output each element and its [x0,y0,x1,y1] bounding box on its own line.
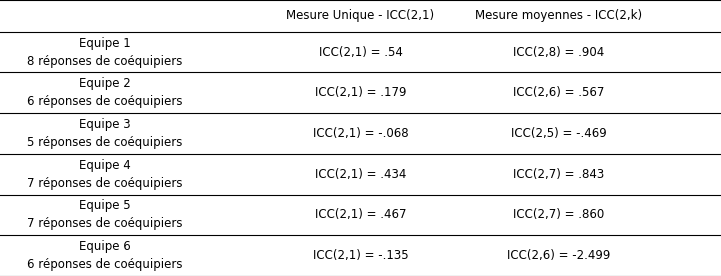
Text: 5 réponses de coéquipiers: 5 réponses de coéquipiers [27,136,182,149]
Text: ICC(2,8) = .904: ICC(2,8) = .904 [513,46,604,59]
Text: ICC(2,1) = .54: ICC(2,1) = .54 [319,46,402,59]
Text: ICC(2,1) = -.068: ICC(2,1) = -.068 [313,127,408,140]
Text: Equipe 5: Equipe 5 [79,200,131,213]
Text: ICC(2,1) = .467: ICC(2,1) = .467 [315,208,406,221]
Text: ICC(2,6) = -2.499: ICC(2,6) = -2.499 [507,249,611,262]
Text: ICC(2,5) = -.469: ICC(2,5) = -.469 [511,127,606,140]
Text: ICC(2,7) = .860: ICC(2,7) = .860 [513,208,604,221]
Text: Equipe 2: Equipe 2 [79,77,131,90]
Text: Mesure Unique - ICC(2,1): Mesure Unique - ICC(2,1) [286,9,435,22]
Text: ICC(2,1) = .179: ICC(2,1) = .179 [315,86,406,99]
Text: Equipe 3: Equipe 3 [79,118,131,131]
Text: Equipe 4: Equipe 4 [79,159,131,172]
Text: ICC(2,7) = .843: ICC(2,7) = .843 [513,168,604,181]
Text: Equipe 6: Equipe 6 [79,240,131,253]
Text: Mesure moyennes - ICC(2,k): Mesure moyennes - ICC(2,k) [475,9,642,22]
Text: 7 réponses de coéquipiers: 7 réponses de coéquipiers [27,177,182,190]
Text: ICC(2,1) = -.135: ICC(2,1) = -.135 [313,249,408,262]
Text: 6 réponses de coéquipiers: 6 réponses de coéquipiers [27,258,182,271]
Text: ICC(2,1) = .434: ICC(2,1) = .434 [315,168,406,181]
Text: Equipe 1: Equipe 1 [79,37,131,50]
Text: 6 réponses de coéquipiers: 6 réponses de coéquipiers [27,95,182,108]
Text: ICC(2,6) = .567: ICC(2,6) = .567 [513,86,604,99]
Text: 8 réponses de coéquipiers: 8 réponses de coéquipiers [27,55,182,68]
Text: 7 réponses de coéquipiers: 7 réponses de coéquipiers [27,217,182,230]
